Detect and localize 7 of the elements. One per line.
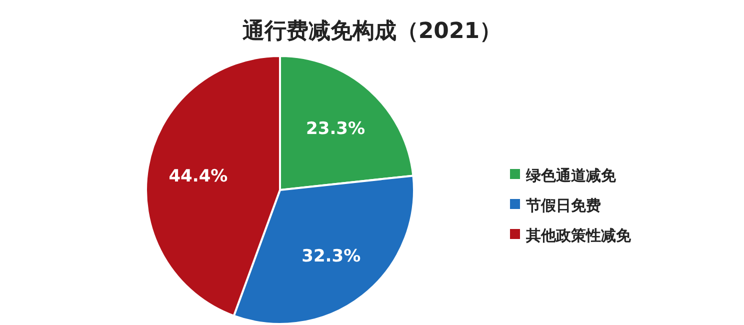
legend-label: 节假日免费 [525, 196, 601, 214]
legend-label: 其他政策性减免 [525, 226, 632, 244]
legend-label: 绿色通道减免 [525, 166, 617, 184]
chart-title: 通行费减免构成（2021） [241, 19, 502, 44]
data-label: 23.3% [306, 119, 366, 140]
data-label: 32.3% [302, 246, 361, 266]
data-label: 44.4% [168, 166, 228, 186]
